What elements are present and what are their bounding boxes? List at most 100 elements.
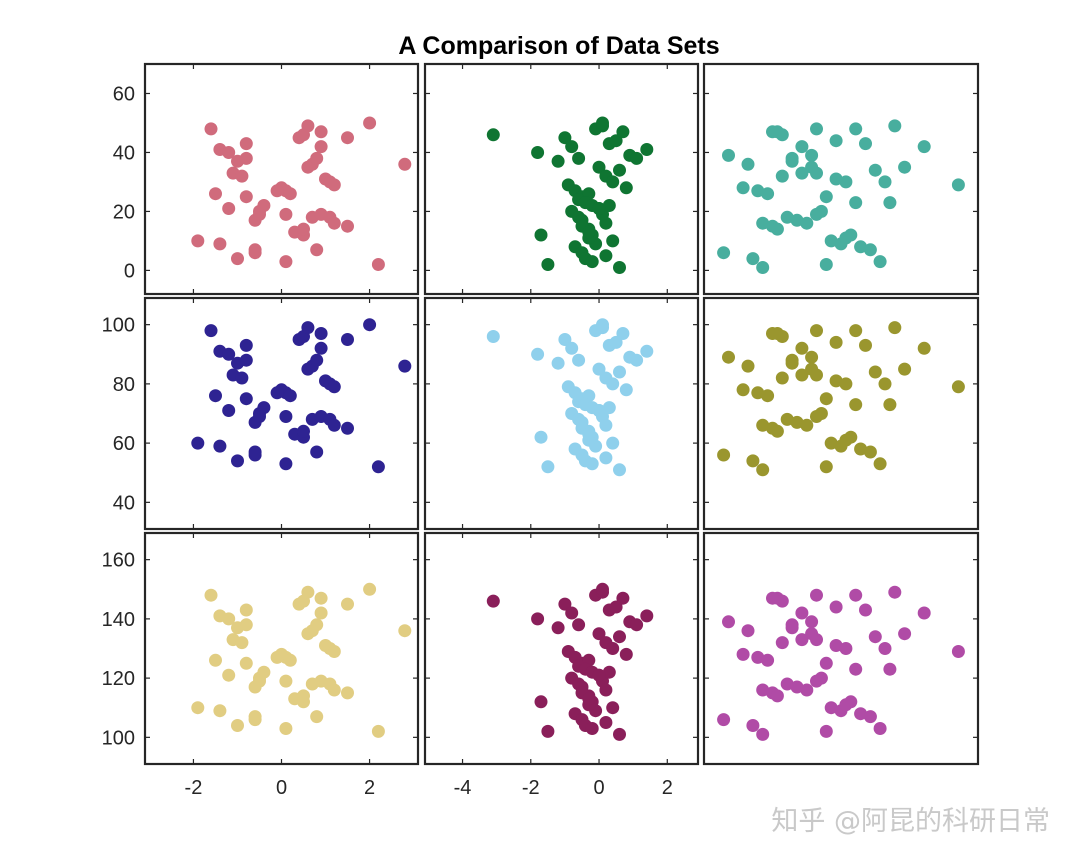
scatter-point bbox=[814, 671, 828, 685]
scatter-point bbox=[951, 380, 965, 394]
scatter-point bbox=[572, 151, 586, 165]
scatter-point bbox=[534, 430, 548, 444]
panel-frame bbox=[423, 531, 700, 766]
scatter-point bbox=[810, 368, 823, 382]
scatter-point bbox=[204, 122, 218, 136]
scatter-point bbox=[805, 148, 819, 162]
scatter-point bbox=[824, 234, 838, 248]
y-tick-label: 80 bbox=[113, 374, 135, 396]
scatter-point bbox=[239, 151, 253, 165]
scatter-point bbox=[630, 353, 644, 367]
scatter-point bbox=[558, 597, 572, 611]
scatter-point bbox=[239, 338, 253, 352]
scatter-point bbox=[863, 710, 877, 724]
scatter-point bbox=[606, 175, 620, 189]
scatter-point bbox=[599, 249, 613, 263]
scatter-point bbox=[541, 724, 555, 738]
scatter-point bbox=[297, 689, 310, 703]
scatter-point bbox=[790, 415, 804, 429]
scatter-point bbox=[888, 585, 902, 599]
scatter-point bbox=[341, 333, 354, 346]
scatter-point bbox=[722, 350, 735, 364]
scatter-point bbox=[613, 630, 626, 644]
scatter-point bbox=[534, 228, 548, 242]
scatter-point bbox=[596, 318, 609, 332]
scatter-point bbox=[746, 454, 760, 468]
scatter-point bbox=[785, 621, 799, 635]
y-tick-label: 0 bbox=[124, 260, 135, 282]
scatter-point bbox=[310, 618, 324, 632]
scatter-point bbox=[602, 199, 616, 212]
scatter-point bbox=[235, 169, 249, 183]
scatter-point bbox=[766, 125, 779, 139]
scatter-point bbox=[619, 181, 633, 195]
scatter-point bbox=[297, 424, 310, 438]
scatter-point bbox=[231, 719, 244, 732]
scatter-point bbox=[585, 722, 599, 735]
scatter-point bbox=[602, 401, 616, 415]
y-tick-label: 120 bbox=[102, 668, 135, 690]
scatter-point bbox=[829, 172, 843, 186]
scatter-point bbox=[204, 588, 218, 602]
scatter-point bbox=[572, 353, 586, 367]
scatter-point bbox=[898, 362, 912, 376]
scatter-point bbox=[486, 594, 500, 608]
scatter-point bbox=[363, 582, 377, 596]
scatter-point bbox=[736, 383, 750, 397]
scatter-point bbox=[951, 178, 965, 192]
panel-r3-c1: 100 120 140 160 -2 0 2 bbox=[102, 531, 420, 799]
scatter-point bbox=[371, 258, 385, 271]
scatter-point bbox=[239, 656, 253, 670]
scatter-point bbox=[371, 724, 385, 738]
scatter-point bbox=[785, 356, 799, 370]
scatter-point bbox=[756, 418, 770, 432]
scatter-point bbox=[592, 160, 606, 174]
scatter-point bbox=[541, 460, 555, 474]
scatter-point bbox=[849, 122, 863, 136]
scatter-point bbox=[592, 202, 606, 215]
scatter-point bbox=[239, 190, 253, 204]
scatter-point bbox=[888, 321, 902, 335]
y-tick-label: 60 bbox=[113, 433, 135, 455]
scatter-point bbox=[398, 624, 412, 638]
scatter-point bbox=[756, 261, 770, 274]
scatter-point bbox=[613, 163, 626, 177]
scatter-point bbox=[582, 692, 596, 706]
scatter-point bbox=[327, 645, 341, 658]
x-tick-label: 2 bbox=[662, 777, 673, 799]
scatter-point bbox=[616, 591, 630, 605]
scatter-point bbox=[859, 338, 872, 352]
scatter-point bbox=[775, 330, 789, 343]
scatter-point bbox=[279, 255, 293, 269]
scatter-point bbox=[883, 662, 897, 676]
scatter-point bbox=[592, 668, 606, 682]
scatter-point bbox=[795, 140, 809, 154]
scatter-point bbox=[534, 695, 548, 709]
scatter-point bbox=[596, 582, 609, 596]
scatter-point bbox=[810, 324, 823, 338]
scatter-point bbox=[222, 668, 236, 682]
scatter-point bbox=[613, 261, 626, 274]
scatter-point bbox=[819, 656, 833, 670]
scatter-point bbox=[398, 359, 412, 373]
scatter-point bbox=[599, 418, 613, 432]
y-tick-label: 40 bbox=[113, 142, 135, 164]
scatter-point bbox=[585, 457, 599, 471]
scatter-point bbox=[341, 421, 354, 435]
scatter-point bbox=[756, 463, 770, 477]
scatter-point bbox=[327, 683, 341, 697]
panel-r3-c2: -4 -2 0 2 bbox=[423, 531, 700, 799]
scatter-point bbox=[863, 243, 877, 257]
scatter-point bbox=[756, 216, 770, 230]
scatter-point bbox=[819, 392, 833, 406]
scatter-point bbox=[606, 701, 620, 715]
scatter-point bbox=[592, 362, 606, 376]
scatter-point bbox=[248, 710, 262, 724]
scatter-point bbox=[824, 436, 838, 450]
scatter-point bbox=[829, 374, 843, 388]
scatter-point bbox=[839, 231, 853, 245]
scatter-point bbox=[878, 377, 892, 391]
scatter-point bbox=[565, 606, 579, 620]
scatter-point bbox=[239, 392, 253, 406]
scatter-point bbox=[239, 353, 253, 367]
